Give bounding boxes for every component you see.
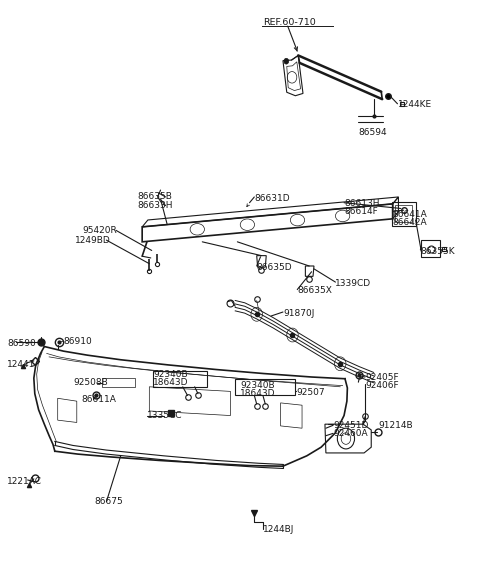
Text: 86590: 86590 [7, 339, 36, 348]
Text: 86614F: 86614F [344, 208, 378, 216]
Text: 18643D: 18643D [153, 378, 189, 387]
Text: 18643D: 18643D [240, 389, 276, 398]
Text: 86611A: 86611A [82, 395, 117, 404]
Circle shape [284, 58, 288, 64]
Text: 1339CD: 1339CD [336, 279, 372, 288]
Text: 86635X: 86635X [297, 286, 332, 295]
Text: 86355K: 86355K [420, 247, 455, 255]
Text: 1221AC: 1221AC [7, 477, 42, 486]
Text: 92460A: 92460A [333, 429, 368, 438]
Text: 1244BJ: 1244BJ [263, 525, 294, 534]
Text: 86675: 86675 [95, 497, 123, 506]
Text: 86641A: 86641A [393, 210, 428, 218]
Text: 92451D: 92451D [333, 421, 369, 430]
Text: 91214B: 91214B [378, 421, 413, 430]
Text: 91870J: 91870J [283, 309, 314, 318]
Text: 1249BD: 1249BD [75, 236, 111, 244]
Text: 86910: 86910 [63, 338, 92, 346]
Text: 86631D: 86631D [254, 194, 290, 203]
Text: 86594: 86594 [359, 128, 387, 137]
Text: 12441: 12441 [7, 361, 36, 369]
Text: 92406F: 92406F [365, 380, 399, 390]
Text: 92507: 92507 [296, 388, 325, 397]
Text: 92340B: 92340B [153, 370, 188, 379]
Text: 86635D: 86635D [257, 262, 292, 272]
Text: 86642A: 86642A [393, 218, 427, 227]
Text: 1244KE: 1244KE [397, 101, 432, 109]
Text: 92340B: 92340B [240, 381, 275, 390]
Text: 92508B: 92508B [73, 378, 108, 387]
Text: 86635B: 86635B [137, 192, 172, 202]
Text: 86613H: 86613H [344, 199, 380, 208]
Text: 86633H: 86633H [137, 201, 173, 210]
Text: 1335CC: 1335CC [147, 411, 182, 420]
Text: 92405F: 92405F [365, 372, 399, 381]
Text: REF.60-710: REF.60-710 [263, 18, 316, 27]
Text: 95420R: 95420R [83, 226, 117, 235]
